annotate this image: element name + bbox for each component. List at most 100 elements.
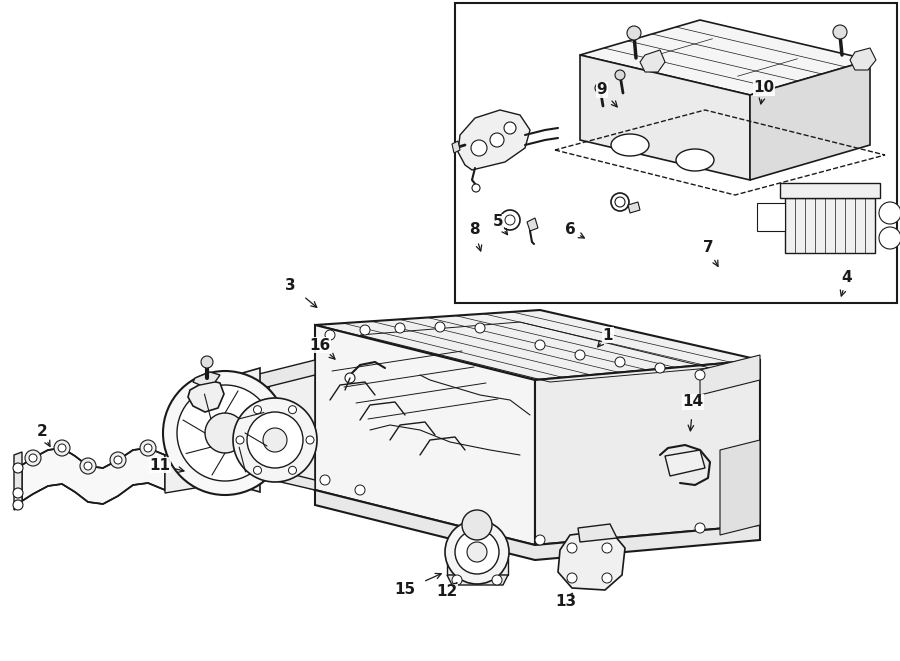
Text: 16: 16 <box>310 338 330 352</box>
Circle shape <box>615 70 625 80</box>
Circle shape <box>567 543 577 553</box>
Circle shape <box>602 543 612 553</box>
Text: 4: 4 <box>842 270 852 286</box>
Circle shape <box>289 466 296 475</box>
Circle shape <box>879 227 900 249</box>
Polygon shape <box>447 575 508 585</box>
Circle shape <box>205 413 245 453</box>
Text: 2: 2 <box>37 424 48 440</box>
Text: 1: 1 <box>603 327 613 342</box>
Circle shape <box>13 488 23 498</box>
Text: 14: 14 <box>682 395 704 410</box>
Polygon shape <box>225 368 260 492</box>
Circle shape <box>84 462 92 470</box>
Circle shape <box>201 356 213 368</box>
Text: 7: 7 <box>703 241 714 256</box>
Circle shape <box>535 340 545 350</box>
Circle shape <box>177 385 273 481</box>
Circle shape <box>567 573 577 583</box>
Text: 11: 11 <box>149 457 170 473</box>
Circle shape <box>110 452 126 468</box>
Polygon shape <box>255 370 315 490</box>
Circle shape <box>58 444 66 452</box>
Circle shape <box>236 436 244 444</box>
Circle shape <box>233 398 317 482</box>
Polygon shape <box>315 325 535 545</box>
Text: 13: 13 <box>555 594 577 609</box>
Text: 3: 3 <box>284 278 295 293</box>
Text: 8: 8 <box>469 223 480 237</box>
Polygon shape <box>315 310 760 380</box>
Circle shape <box>345 373 355 383</box>
Polygon shape <box>628 202 640 213</box>
Circle shape <box>144 444 152 452</box>
Circle shape <box>462 510 492 540</box>
Circle shape <box>395 323 405 333</box>
Circle shape <box>254 406 262 414</box>
Circle shape <box>13 463 23 473</box>
Circle shape <box>25 450 41 466</box>
Polygon shape <box>580 20 870 95</box>
Polygon shape <box>447 558 508 575</box>
Circle shape <box>695 523 705 533</box>
Text: 6: 6 <box>564 223 575 237</box>
Circle shape <box>472 184 480 192</box>
Circle shape <box>467 542 487 562</box>
Bar <box>757 203 785 231</box>
Polygon shape <box>193 372 220 385</box>
Circle shape <box>29 454 37 462</box>
Circle shape <box>54 440 70 456</box>
Polygon shape <box>700 355 760 395</box>
Circle shape <box>114 456 122 464</box>
Polygon shape <box>188 380 224 412</box>
Polygon shape <box>452 141 460 153</box>
Circle shape <box>435 322 445 332</box>
Circle shape <box>355 485 365 495</box>
Circle shape <box>535 535 545 545</box>
Polygon shape <box>255 360 315 390</box>
Circle shape <box>695 370 705 380</box>
Polygon shape <box>22 448 165 504</box>
Ellipse shape <box>676 149 714 171</box>
Circle shape <box>254 466 262 475</box>
Polygon shape <box>558 530 625 590</box>
Circle shape <box>575 540 585 550</box>
Circle shape <box>289 406 296 414</box>
Polygon shape <box>315 490 760 560</box>
Circle shape <box>360 325 370 335</box>
Polygon shape <box>458 110 530 170</box>
Circle shape <box>611 193 629 211</box>
Circle shape <box>505 215 515 225</box>
Polygon shape <box>720 440 760 535</box>
Circle shape <box>595 83 605 93</box>
Circle shape <box>615 197 625 207</box>
Polygon shape <box>255 465 315 490</box>
Circle shape <box>320 475 330 485</box>
Circle shape <box>500 210 520 230</box>
Bar <box>455 3 897 303</box>
Circle shape <box>140 440 156 456</box>
Circle shape <box>833 25 847 39</box>
Circle shape <box>504 122 516 134</box>
Circle shape <box>475 323 485 333</box>
Bar <box>780 183 880 198</box>
Polygon shape <box>527 218 538 231</box>
Polygon shape <box>535 360 760 545</box>
Polygon shape <box>165 448 195 493</box>
Polygon shape <box>850 48 876 70</box>
Circle shape <box>655 363 665 373</box>
Polygon shape <box>580 55 750 180</box>
Circle shape <box>306 436 314 444</box>
Text: 12: 12 <box>436 584 457 600</box>
Circle shape <box>163 371 287 495</box>
Circle shape <box>455 530 499 574</box>
Circle shape <box>575 350 585 360</box>
Polygon shape <box>578 524 617 542</box>
Circle shape <box>615 357 625 367</box>
Text: 9: 9 <box>597 83 608 98</box>
Polygon shape <box>750 60 870 180</box>
Circle shape <box>445 520 509 584</box>
Polygon shape <box>665 450 705 476</box>
Circle shape <box>263 428 287 452</box>
Text: 5: 5 <box>492 215 503 229</box>
